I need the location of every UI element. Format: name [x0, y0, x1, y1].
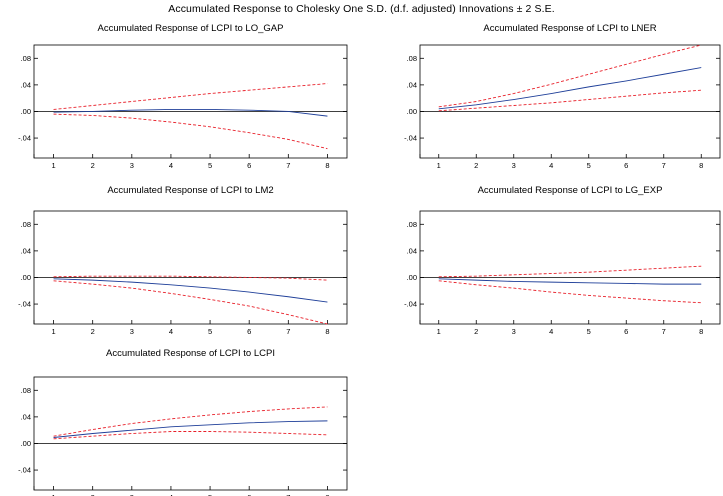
x-tick-label: 7 — [662, 327, 666, 336]
y-tick-label: .04 — [21, 80, 31, 89]
y-tick-label: -.04 — [18, 300, 31, 309]
x-tick-label: 7 — [286, 493, 290, 496]
x-tick-label: 6 — [624, 161, 628, 170]
band-lower-line — [438, 280, 702, 304]
x-tick-label: 1 — [51, 493, 55, 496]
x-tick-label: 3 — [130, 327, 134, 336]
x-tick-label: 6 — [247, 327, 251, 336]
x-tick-label: 4 — [549, 327, 553, 336]
plot-frame — [33, 376, 348, 491]
x-tick-label: 1 — [437, 327, 441, 336]
y-tick-label: -.04 — [18, 466, 31, 475]
plot-frame — [419, 44, 721, 159]
x-tick-label: 5 — [587, 327, 591, 336]
band-lower-line — [438, 89, 702, 112]
x-tick-label: 2 — [474, 161, 478, 170]
x-tick-label: 8 — [699, 161, 703, 170]
response-line — [438, 67, 702, 110]
y-tick-label: .08 — [21, 54, 31, 63]
x-tick-label: 3 — [130, 493, 134, 496]
x-tick-label: 8 — [325, 161, 329, 170]
y-tick-label: -.04 — [404, 134, 417, 143]
y-tick-label: .00 — [21, 439, 31, 448]
panel-title: Accumulated Response of LCPI to LM2 — [107, 185, 273, 196]
irf-panel-3: Accumulated Response of LCPI to LM2 .08 .0… — [18, 185, 348, 336]
band-upper-line — [53, 406, 328, 437]
band-lower-line — [53, 431, 328, 440]
x-tick-label: 8 — [325, 327, 329, 336]
y-tick-label: -.04 — [404, 300, 417, 309]
x-tick-label: 7 — [286, 327, 290, 336]
y-tick-label: .08 — [407, 220, 417, 229]
irf-panel-4: Accumulated Response of LCPI to LG_EXP .0… — [404, 185, 721, 336]
y-tick-label: .00 — [21, 273, 31, 282]
irf-panel-2: Accumulated Response of LCPI to LNER .08.… — [404, 23, 721, 170]
response-line — [53, 278, 328, 303]
y-tick-label: .00 — [407, 107, 417, 116]
x-tick-label: 5 — [208, 493, 212, 496]
x-tick-label: 2 — [474, 327, 478, 336]
plot-frame — [33, 44, 348, 159]
x-tick-label: 8 — [325, 493, 329, 496]
panel-title: Accumulated Response of LCPI to LNER — [483, 23, 656, 34]
x-tick-label: 2 — [91, 161, 95, 170]
irf-panel-5: Accumulated Response of LCPI to LCPI .08.… — [18, 348, 348, 496]
panel-title: Accumulated Response of LCPI to LCPI — [106, 348, 275, 359]
x-tick-label: 2 — [91, 327, 95, 336]
x-tick-label: 3 — [512, 327, 516, 336]
response-line — [438, 278, 702, 285]
x-tick-label: 4 — [169, 327, 173, 336]
band-upper-line — [53, 83, 328, 110]
plot-frame — [33, 210, 348, 325]
x-tick-label: 2 — [91, 493, 95, 496]
y-tick-label: .04 — [407, 246, 417, 255]
x-tick-label: 3 — [512, 161, 516, 170]
x-tick-label: 1 — [51, 161, 55, 170]
x-tick-label: 1 — [51, 327, 55, 336]
response-line — [53, 420, 328, 438]
x-tick-label: 4 — [549, 161, 553, 170]
x-tick-label: 1 — [437, 161, 441, 170]
x-tick-label: 5 — [208, 327, 212, 336]
x-tick-label: 7 — [662, 161, 666, 170]
x-tick-label: 6 — [624, 327, 628, 336]
x-tick-label: 6 — [247, 493, 251, 496]
x-tick-label: 7 — [286, 161, 290, 170]
band-upper-line — [438, 44, 702, 108]
band-upper-line — [53, 275, 328, 281]
band-upper-line — [438, 265, 702, 278]
x-tick-label: 4 — [169, 493, 173, 496]
y-tick-label: -.04 — [18, 134, 31, 143]
x-tick-label: 5 — [587, 161, 591, 170]
panel-title: Accumulated Response of LCPI to LG_EXP — [478, 185, 663, 196]
response-line — [53, 109, 328, 117]
y-tick-label: .08 — [21, 220, 31, 229]
x-tick-label: 6 — [247, 161, 251, 170]
x-tick-label: 5 — [208, 161, 212, 170]
y-tick-label: .00 — [21, 107, 31, 116]
x-tick-label: 8 — [699, 327, 703, 336]
panel-title: Accumulated Response of LCPI to LO_GAP — [98, 23, 284, 34]
y-tick-label: .08 — [407, 54, 417, 63]
y-tick-label: .04 — [407, 80, 417, 89]
y-tick-label: .04 — [21, 412, 31, 421]
y-tick-label: .08 — [21, 386, 31, 395]
y-tick-label: .00 — [407, 273, 417, 282]
plot-frame — [419, 210, 721, 325]
x-tick-label: 4 — [169, 161, 173, 170]
figure-title: Accumulated Response to Cholesky One S.D… — [168, 3, 555, 15]
band-lower-line — [53, 113, 328, 150]
x-tick-label: 3 — [130, 161, 134, 170]
band-lower-line — [53, 280, 328, 325]
irf-panel-1: Accumulated Response of LCPI to LO_GAP .0… — [18, 23, 348, 170]
y-tick-label: .04 — [21, 246, 31, 255]
